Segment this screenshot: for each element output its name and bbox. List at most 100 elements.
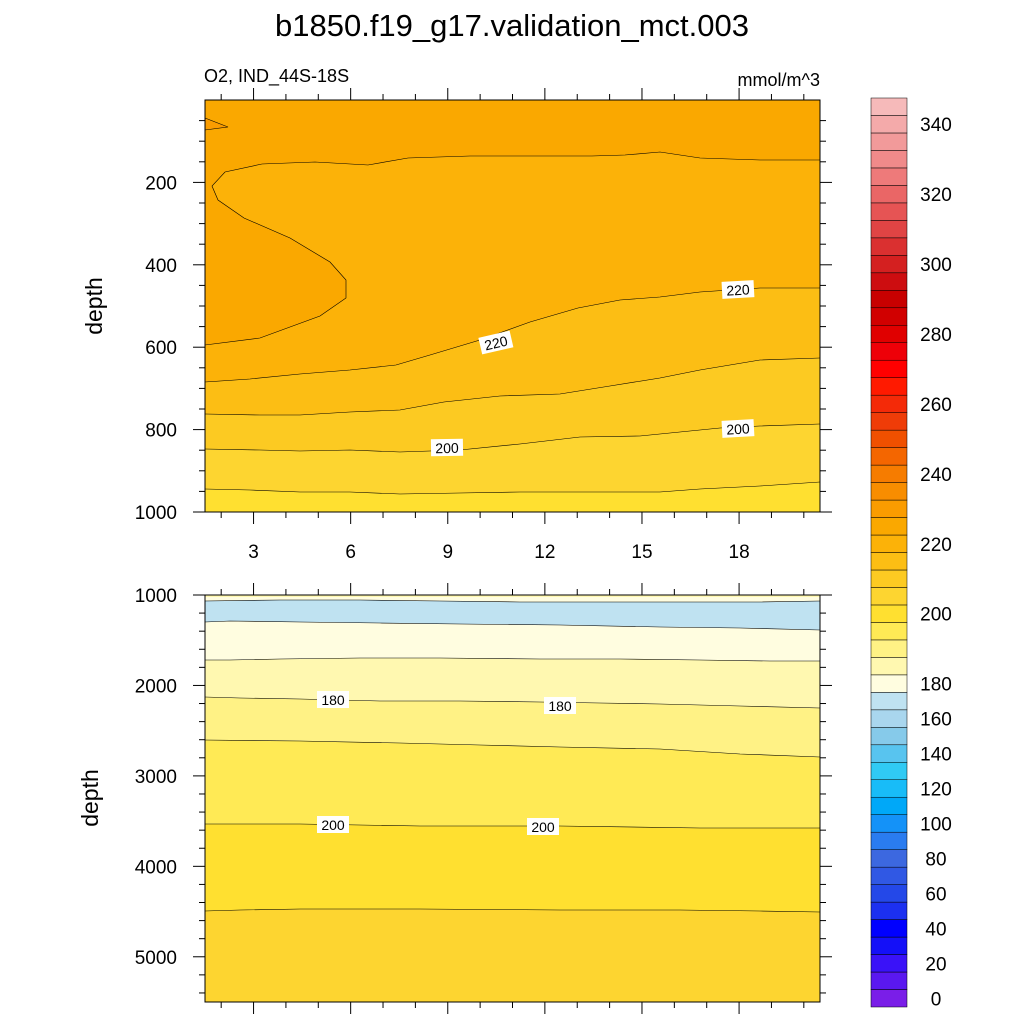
colorbar-swatch	[870, 569, 908, 588]
top-x-tick-label: 18	[729, 542, 750, 563]
colorbar-tick-label: 220	[920, 535, 952, 556]
colorbar-swatch	[870, 377, 908, 396]
bottom-y-tick-label: 4000	[135, 857, 177, 878]
colorbar-tick-label: 80	[925, 849, 946, 870]
contour-label: 200	[726, 420, 750, 437]
colorbar-swatch	[870, 167, 908, 186]
colorbar-swatch	[870, 866, 908, 885]
colorbar-swatch	[870, 901, 908, 920]
variable-label: O2, IND_44S-18S	[204, 66, 349, 87]
bottom-y-axis-label: depth	[77, 769, 103, 827]
colorbar-tick-label: 180	[920, 675, 952, 696]
top-x-tick-label: 6	[345, 542, 356, 563]
chart-title: b1850.f19_g17.validation_mct.003	[275, 8, 749, 43]
contour-label: 200	[531, 819, 555, 835]
contour-label: 200	[435, 440, 459, 456]
colorbar-tick-label: 340	[920, 115, 952, 136]
colorbar-swatch	[870, 919, 908, 938]
colorbar-swatch	[870, 744, 908, 763]
colorbar-tick-label: 200	[920, 605, 952, 626]
colorbar-tick-label: 280	[920, 325, 952, 346]
colorbar-swatch	[870, 394, 908, 413]
contour-label: 220	[483, 333, 510, 354]
colorbar-swatch	[870, 657, 908, 676]
bottom-y-tick-label: 1000	[135, 586, 177, 607]
colorbar-swatch	[870, 220, 908, 239]
colorbar-tick-label: 260	[920, 395, 952, 416]
top-x-tick-label: 15	[631, 542, 652, 563]
colorbar-swatch	[870, 255, 908, 274]
top-x-tick-label: 3	[248, 542, 259, 563]
colorbar-swatch	[870, 185, 908, 204]
colorbar-tick-label: 240	[920, 465, 952, 486]
colorbar-swatch	[870, 884, 908, 903]
colorbar: 0 20 40 60 80 100 120 140 160 180 200 220 240 260 280 3…	[870, 97, 952, 1010]
colorbar-swatch	[870, 342, 908, 361]
colorbar-swatch	[870, 622, 908, 641]
bottom-axis-ticks	[193, 583, 832, 1014]
colorbar-swatch	[870, 552, 908, 571]
top-contour-fills	[205, 100, 820, 512]
bottom-panel: 180 180 200 200 depth 1000 2000 3000 4000 50…	[77, 583, 832, 1014]
colorbar-swatch	[870, 604, 908, 623]
colorbar-swatch	[870, 954, 908, 973]
colorbar-swatch	[870, 587, 908, 606]
colorbar-swatch	[870, 727, 908, 746]
colorbar-swatches	[870, 97, 908, 1008]
top-axis-ticks	[193, 88, 832, 524]
colorbar-swatch	[870, 796, 908, 815]
colorbar-swatch	[870, 499, 908, 518]
top-x-tick-label: 9	[442, 542, 453, 563]
colorbar-swatch	[870, 709, 908, 728]
colorbar-tick-label: 120	[920, 779, 952, 800]
colorbar-swatch	[870, 692, 908, 711]
colorbar-swatch	[870, 534, 908, 553]
colorbar-swatch	[870, 936, 908, 955]
bottom-y-tick-label: 3000	[135, 767, 177, 788]
bottom-contour-lines	[204, 599, 821, 913]
colorbar-swatch	[870, 989, 908, 1008]
bottom-y-tick-label: 5000	[135, 948, 177, 969]
colorbar-swatch	[870, 762, 908, 780]
colorbar-tick-label: 320	[920, 185, 952, 206]
top-y-tick-label: 800	[145, 421, 177, 442]
colorbar-swatch	[870, 412, 908, 431]
colorbar-swatch	[870, 674, 908, 693]
top-y-tick-label: 600	[145, 338, 177, 359]
colorbar-swatch	[870, 464, 908, 483]
contour-label: 180	[548, 698, 572, 714]
colorbar-tick-label: 140	[920, 745, 952, 766]
colorbar-swatch	[870, 237, 908, 256]
colorbar-swatch	[870, 307, 908, 326]
top-y-tick-label: 200	[145, 173, 177, 194]
colorbar-swatch	[870, 359, 908, 378]
top-contour-lines	[204, 117, 821, 495]
top-y-tick-label: 1000	[135, 503, 177, 524]
colorbar-swatch	[870, 971, 908, 990]
colorbar-swatch	[870, 429, 908, 448]
bottom-y-tick-label: 2000	[135, 676, 177, 697]
band-210-215	[205, 424, 820, 512]
colorbar-swatch	[870, 814, 908, 833]
colorbar-tick-label: 100	[920, 814, 952, 835]
top-y-tick-label: 400	[145, 256, 177, 277]
colorbar-swatch	[870, 132, 908, 151]
colorbar-swatch	[870, 849, 908, 868]
colorbar-swatch	[870, 639, 908, 658]
colorbar-tick-label: 0	[931, 989, 942, 1010]
top-y-axis-label: depth	[81, 277, 107, 335]
contour-label: 180	[321, 692, 345, 708]
units-label: mmol/m^3	[738, 70, 820, 90]
top-contour-labels: 220 220 200 200	[430, 280, 755, 457]
band-200-210	[205, 482, 820, 512]
contour-label: 220	[726, 281, 750, 298]
colorbar-tick-label: 160	[920, 710, 952, 731]
colorbar-tick-labels: 0 20 40 60 80 100 120 140 160 180 200 220 240 260 280 3…	[920, 115, 952, 1010]
colorbar-swatch	[870, 517, 908, 536]
top-x-tick-label: 12	[534, 542, 555, 563]
colorbar-swatch	[870, 831, 908, 850]
colorbar-swatch	[870, 150, 908, 169]
colorbar-swatch	[870, 325, 908, 343]
colorbar-swatch	[870, 97, 908, 116]
